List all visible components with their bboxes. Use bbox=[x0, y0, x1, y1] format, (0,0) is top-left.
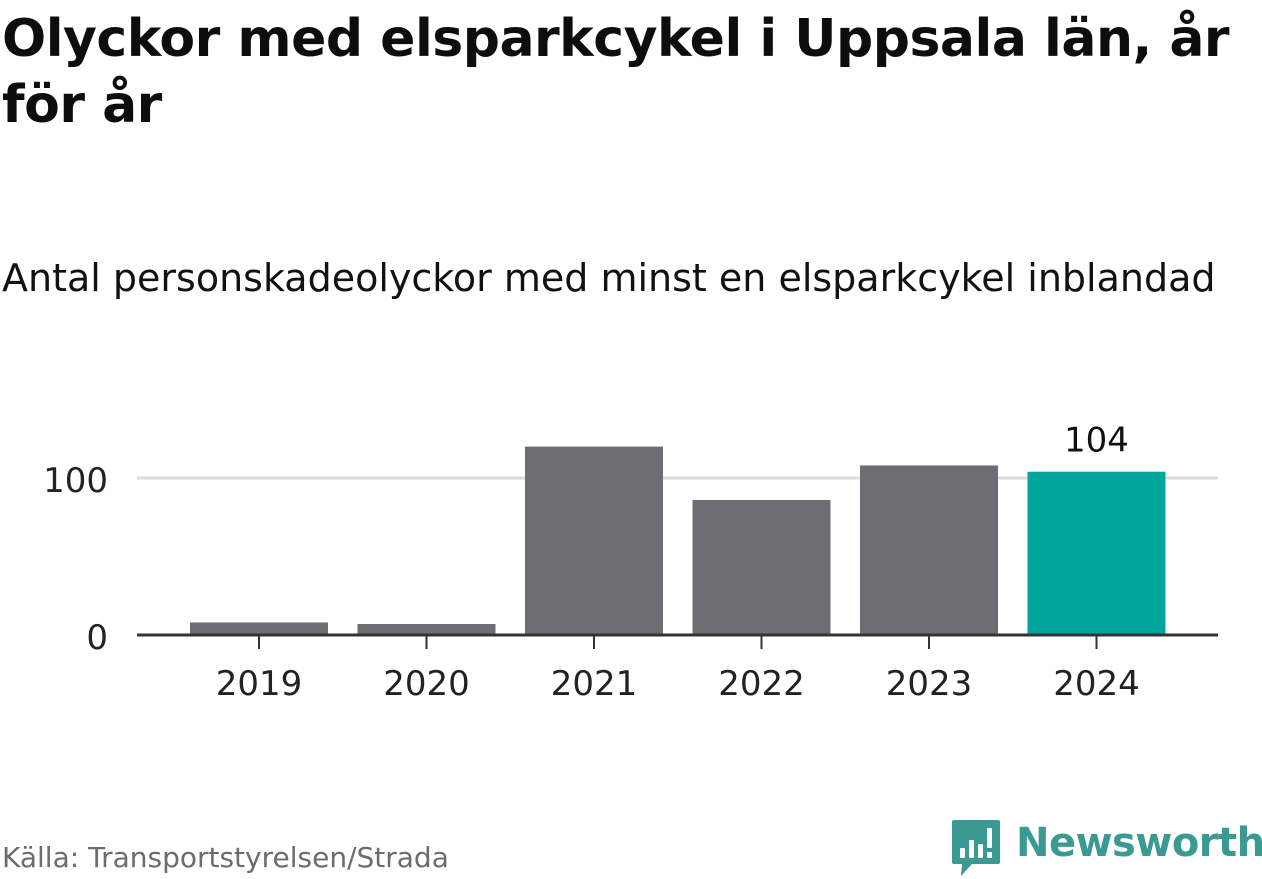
bar-2022 bbox=[692, 499, 831, 635]
chart-subtitle: Antal personskadeolyckor med minst en el… bbox=[2, 256, 1216, 300]
bar-2024 bbox=[1027, 471, 1166, 635]
y-tick-label: 0 bbox=[86, 618, 108, 658]
bar-chart-speech-bubble-icon bbox=[952, 820, 1000, 876]
brand-logo: Newsworthy bbox=[950, 818, 1262, 878]
x-axis bbox=[137, 633, 1218, 649]
bar-2019 bbox=[190, 622, 328, 635]
bar-2020 bbox=[357, 624, 496, 635]
x-tick-label: 2024 bbox=[1053, 664, 1140, 704]
x-tick-label: 2020 bbox=[383, 664, 470, 704]
x-tick-label: 2021 bbox=[551, 664, 638, 704]
x-tick-label: 2022 bbox=[718, 664, 805, 704]
x-tick-label: 2019 bbox=[216, 664, 303, 704]
bar-2023 bbox=[860, 465, 998, 635]
source-note: Källa: Transportstyrelsen/Strada bbox=[2, 841, 449, 874]
x-tick-label: 2023 bbox=[886, 664, 973, 704]
labels: 0 100 2019 2020 2021 2022 2023 2024 104 bbox=[43, 421, 1140, 704]
chart-title: Olyckor med elsparkcykel i Uppsala län, … bbox=[2, 9, 1230, 135]
bar-2021 bbox=[525, 446, 663, 635]
y-tick-label: 100 bbox=[43, 461, 108, 501]
data-label: 104 bbox=[1064, 421, 1129, 461]
brand-name: Newsworthy bbox=[1016, 820, 1262, 866]
bars bbox=[190, 446, 1166, 635]
